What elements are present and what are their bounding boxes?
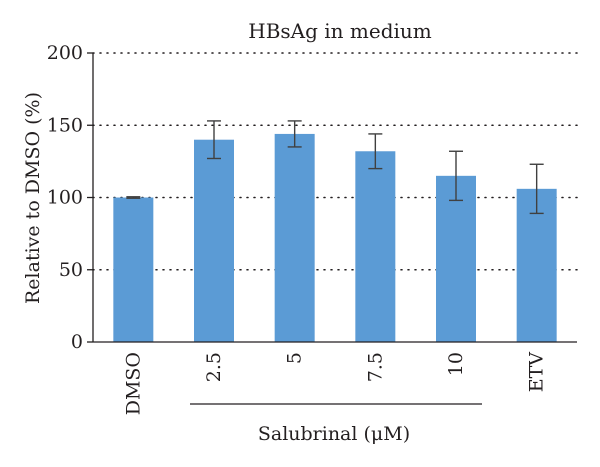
bar: [436, 175, 476, 342]
y-tick-label: 100: [47, 187, 83, 209]
y-tick-label: 150: [47, 114, 83, 136]
bar: [274, 133, 315, 342]
y-tick-label: 0: [71, 331, 83, 353]
axes: [87, 52, 577, 343]
error-bars: [126, 120, 544, 215]
bar: [194, 139, 234, 342]
x-tick-labels: DMSO 2.5 5 7.5 10 ETV: [122, 352, 547, 416]
y-axis-label: Relative to DMSO (%): [22, 92, 44, 304]
x-tick-label: 2.5: [203, 352, 225, 382]
x-tick-label: 10: [445, 352, 467, 376]
x-tick-label: DMSO: [122, 352, 144, 415]
y-tick-label: 50: [59, 259, 83, 281]
chart-title: HBsAg in medium: [248, 19, 432, 43]
x-tick-label: 7.5: [364, 352, 386, 382]
bar: [516, 188, 557, 342]
group-label: Salubrinal (μM): [258, 423, 410, 445]
bar: [355, 151, 396, 342]
y-tick-labels: 0 50 100 150 200: [47, 42, 83, 353]
bars: [113, 133, 557, 342]
x-tick-label: 5: [284, 352, 306, 364]
y-tick-label: 200: [47, 42, 83, 64]
x-tick-label: ETV: [526, 352, 548, 393]
gridlines: [92, 52, 578, 271]
bar: [113, 197, 154, 342]
